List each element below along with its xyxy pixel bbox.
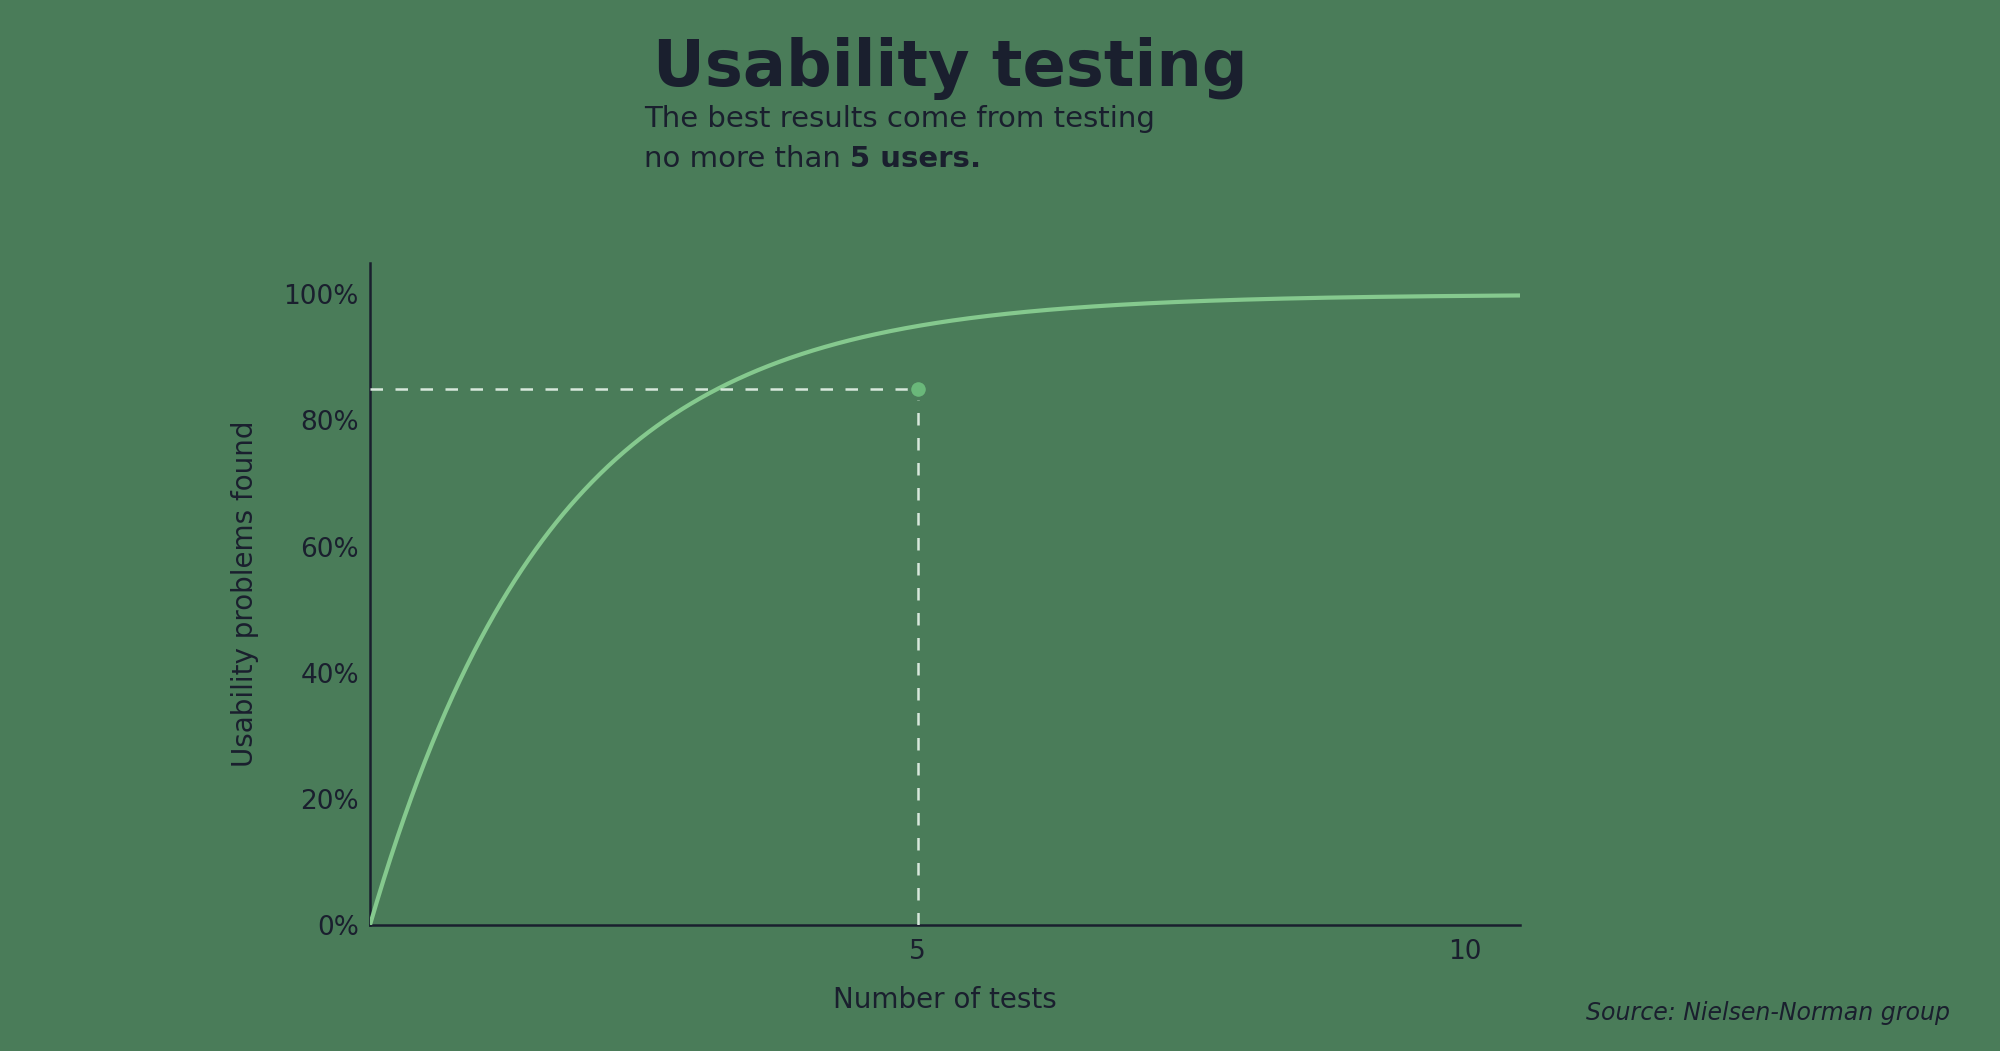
- Text: The best results come from testing: The best results come from testing: [644, 105, 1154, 133]
- Y-axis label: Usability problems found: Usability problems found: [230, 420, 258, 767]
- Text: no more than: no more than: [644, 145, 850, 173]
- Text: .: .: [970, 145, 982, 173]
- Text: Source: Nielsen-Norman group: Source: Nielsen-Norman group: [1586, 1001, 1950, 1025]
- Text: 5 users: 5 users: [850, 145, 970, 173]
- Text: Usability testing: Usability testing: [652, 37, 1248, 100]
- X-axis label: Number of tests: Number of tests: [834, 986, 1056, 1013]
